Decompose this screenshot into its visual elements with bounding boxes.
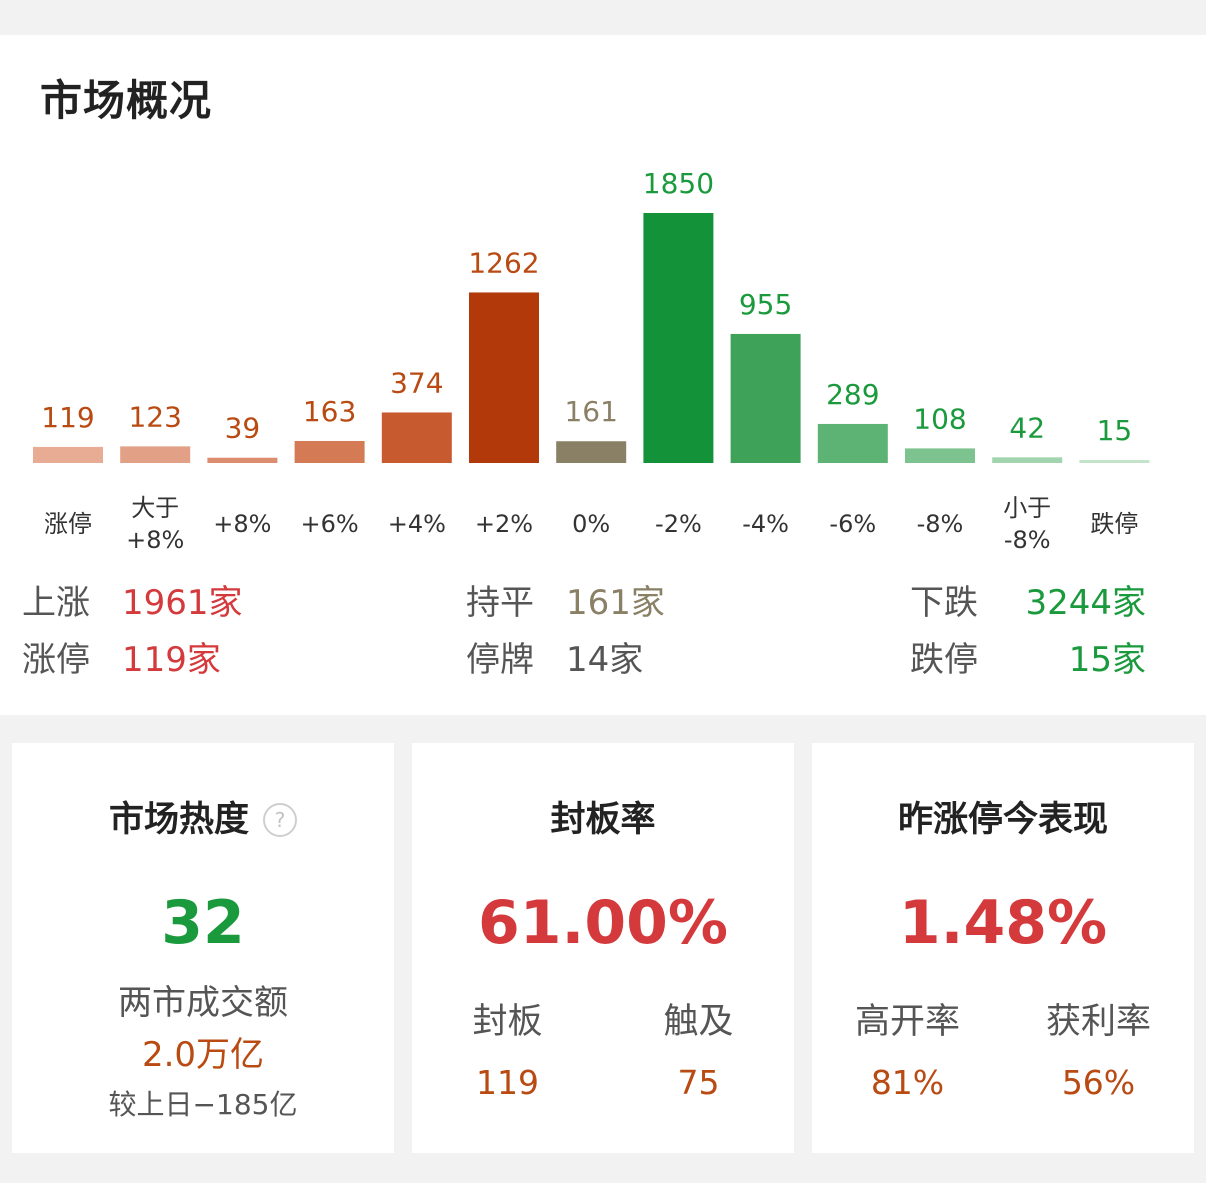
- sealed-value: 119: [476, 1063, 539, 1102]
- touched-value: 75: [677, 1063, 720, 1102]
- seal-rate-value: 61.00%: [478, 888, 728, 958]
- bar-value-label-1: 123: [128, 400, 181, 433]
- category-label-1: 大于+8%: [126, 494, 184, 554]
- bar-value-label-3: 163: [303, 395, 356, 428]
- bar-value-label-11: 42: [1009, 411, 1045, 444]
- bar-value-label-8: 955: [739, 288, 792, 321]
- yesterday-value: 1.48%: [898, 888, 1108, 958]
- stat-up-label: 上涨: [22, 583, 90, 623]
- stat-limit-up: 涨停 119家: [22, 632, 221, 681]
- category-label-7: -2%: [655, 510, 702, 538]
- bar-9: [817, 423, 888, 463]
- stat-down-value: 3244家: [1025, 583, 1146, 623]
- category-label-9: -6%: [829, 510, 876, 538]
- market-overview-panel: 市场概况 119 涨停 123 大于+8% 39 +8% 163 +6% 374 +4% 1262 +…: [0, 35, 1206, 715]
- category-label-0: 涨停: [44, 510, 92, 538]
- category-label-5: +2%: [475, 510, 533, 538]
- turnover-value: 2.0万亿: [141, 1035, 265, 1075]
- category-label-3: +6%: [301, 510, 359, 538]
- touched-label: 触及: [663, 1002, 734, 1042]
- market-heat-title-text: 市场热度: [108, 800, 249, 840]
- stat-down: 下跌 3244家: [910, 575, 1146, 624]
- category-label-2: +8%: [213, 510, 271, 538]
- stat-suspended-label: 停牌: [466, 640, 534, 680]
- category-label-11: 小于-8%: [1003, 494, 1051, 554]
- bar-value-label-5: 1262: [468, 246, 539, 279]
- bar-value-label-6: 161: [564, 395, 617, 428]
- turnover-change: 较上日−185亿: [108, 1088, 298, 1121]
- bar-10: [905, 448, 975, 463]
- stat-limit-down-value: 15家: [1068, 640, 1146, 680]
- distribution-bar-chart: 119 涨停 123 大于+8% 39 +8% 163 +6% 374 +4% 1262 +2% 161…: [33, 167, 1150, 554]
- profit-value: 56%: [1061, 1063, 1136, 1102]
- seal-rate-card[interactable]: 封板率 61.00% 封板 触及 119 75: [412, 743, 794, 1153]
- bar-value-label-0: 119: [41, 401, 94, 434]
- profit-label: 获利率: [1045, 1002, 1151, 1042]
- yesterday-limit-up-card[interactable]: 昨涨停今表现 1.48% 高开率 获利率 81% 56%: [812, 743, 1194, 1153]
- category-label-8: -4%: [742, 510, 789, 538]
- bar-2: [207, 457, 278, 463]
- yesterday-title: 昨涨停今表现: [897, 800, 1108, 840]
- bar-value-label-9: 289: [826, 378, 879, 411]
- category-label-6: 0%: [572, 510, 610, 538]
- section-title: 市场概况: [40, 76, 213, 125]
- bar-value-label-7: 1850: [643, 167, 714, 200]
- stat-suspended: 停牌 14家: [466, 632, 643, 681]
- bar-11: [992, 457, 1063, 463]
- category-label-4: +4%: [388, 510, 446, 538]
- high-open-value: 81%: [870, 1063, 945, 1102]
- stat-limit-up-label: 涨停: [22, 640, 90, 680]
- question-circle-icon[interactable]: ?: [263, 803, 297, 837]
- stat-flat: 持平 161家: [466, 575, 665, 624]
- market-heat-value: 32: [161, 888, 245, 958]
- turnover-label: 两市成交额: [118, 983, 288, 1023]
- stat-limit-down: 跌停 15家: [910, 632, 1146, 681]
- stat-limit-up-value: 119家: [122, 640, 221, 680]
- bar-value-label-12: 15: [1097, 414, 1133, 447]
- bar-value-label-4: 374: [390, 366, 443, 399]
- bar-1: [120, 446, 191, 463]
- stat-down-label: 下跌: [910, 583, 978, 623]
- market-heat-title: 市场热度?: [12, 791, 394, 842]
- bar-value-label-2: 39: [225, 412, 261, 445]
- bar-4: [381, 412, 452, 463]
- bar-12: [1079, 460, 1150, 463]
- category-label-10: -8%: [917, 510, 964, 538]
- bar-0: [33, 446, 103, 463]
- bar-5: [469, 292, 539, 463]
- stat-up-value: 1961家: [122, 583, 243, 623]
- sealed-label: 封板: [472, 1002, 543, 1042]
- stat-up: 上涨 1961家: [22, 575, 243, 624]
- stat-flat-value: 161家: [566, 583, 665, 623]
- bar-value-label-10: 108: [913, 402, 966, 435]
- bar-8: [730, 333, 801, 463]
- stat-limit-down-label: 跌停: [910, 640, 978, 680]
- market-heat-card[interactable]: 市场热度? 32 两市成交额 2.0万亿 较上日−185亿: [12, 743, 394, 1153]
- stat-flat-label: 持平: [466, 583, 534, 623]
- bar-6: [556, 441, 627, 463]
- high-open-label: 高开率: [854, 1002, 960, 1042]
- category-label-12: 跌停: [1090, 510, 1138, 538]
- bar-3: [294, 440, 365, 463]
- bar-7: [643, 213, 714, 463]
- stat-suspended-value: 14家: [566, 640, 644, 680]
- seal-rate-title: 封板率: [550, 800, 656, 840]
